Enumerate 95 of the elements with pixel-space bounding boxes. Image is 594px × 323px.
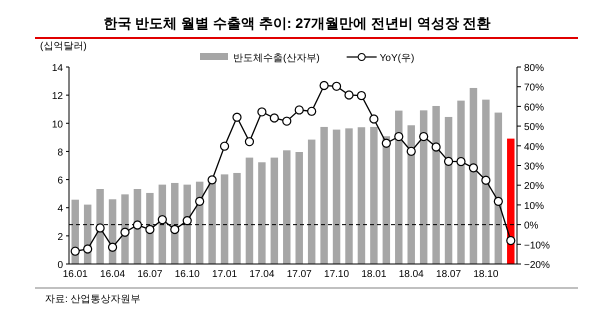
x-tick-label: 17.01: [212, 269, 238, 280]
point: [145, 224, 154, 234]
bar: [507, 138, 515, 264]
y-tick-label: 6: [57, 176, 64, 187]
point: [419, 132, 428, 142]
y-tick-label: 12: [52, 91, 64, 102]
y2-tick-label: 20%: [524, 181, 544, 192]
x-tick-label: 17.07: [286, 269, 312, 280]
point: [332, 82, 342, 91]
point: [270, 113, 279, 123]
y-tick-label: 4: [57, 204, 64, 215]
y2-tick-label: 30%: [524, 162, 544, 172]
bar: [407, 125, 415, 264]
point: [356, 90, 366, 100]
y2-tick-label: −20%: [524, 260, 550, 271]
point: [432, 142, 441, 152]
y-axis-title: (십억달러): [40, 41, 87, 52]
point: [394, 132, 404, 142]
bar: [233, 172, 241, 264]
y-tick-label: 2: [57, 232, 64, 243]
x-tick-label: 18.04: [398, 269, 424, 280]
point: [468, 163, 478, 172]
bar: [345, 128, 353, 264]
point: [320, 80, 329, 90]
x-tick-label: 17.04: [249, 269, 275, 280]
y2-tick-label: −10%: [524, 240, 550, 252]
point: [369, 114, 378, 124]
bar: [370, 126, 378, 264]
y-tick-label: 0: [57, 260, 64, 271]
bar: [308, 140, 316, 264]
point: [244, 137, 254, 146]
point: [195, 196, 204, 206]
point: [257, 107, 266, 117]
y-tick-label: 8: [57, 147, 64, 158]
y2-tick-label: 80%: [524, 63, 544, 74]
x-tick-label: 17.10: [324, 269, 350, 280]
bar: [358, 127, 366, 264]
bar: [246, 158, 254, 264]
point: [108, 242, 118, 252]
point: [282, 116, 292, 126]
bar: [295, 152, 303, 264]
x-tick-label: 18.01: [361, 269, 387, 280]
y2-tick-label: 40%: [524, 142, 544, 153]
bar: [432, 106, 440, 264]
x-tick-label: 16.07: [137, 269, 163, 280]
x-tick-label: 18.07: [436, 269, 462, 280]
point: [232, 112, 242, 122]
y-tick-label: 10: [52, 119, 64, 130]
bar: [320, 126, 328, 264]
x-tick-label: 16.04: [100, 269, 126, 280]
point: [382, 138, 391, 148]
point: [83, 244, 92, 254]
point: [406, 146, 416, 156]
bar: [482, 100, 490, 264]
point: [182, 216, 192, 226]
x-tick-label: 16.10: [174, 269, 200, 280]
x-tick-label: 16.01: [62, 269, 88, 280]
point: [506, 236, 516, 246]
bar: [444, 116, 452, 264]
point: [170, 224, 180, 234]
point: [132, 220, 142, 230]
bar: [283, 150, 291, 264]
y2-tick-label: 70%: [524, 82, 544, 94]
y2-tick-label: 50%: [524, 122, 544, 134]
y-tick-label: 14: [52, 63, 64, 74]
point: [307, 106, 316, 116]
point: [158, 215, 167, 224]
point: [444, 156, 454, 166]
bar: [382, 136, 390, 264]
point: [120, 228, 130, 237]
bar: [332, 130, 340, 264]
legend-label: YoY(우): [380, 53, 414, 64]
bar: [258, 162, 266, 264]
bar: [220, 174, 228, 264]
point: [70, 246, 80, 256]
bar: [420, 110, 428, 264]
y2-tick-label: 0%: [524, 220, 539, 232]
y2-tick-label: 60%: [524, 102, 544, 114]
point: [456, 156, 466, 166]
point: [494, 196, 503, 206]
x-tick-label: 18.10: [473, 269, 499, 280]
bar: [470, 88, 478, 264]
point: [344, 90, 354, 100]
y2-tick-label: 10%: [524, 200, 544, 212]
bar: [270, 158, 278, 264]
bar: [395, 110, 403, 264]
point: [294, 105, 304, 115]
point: [481, 176, 490, 185]
legend-label: 반도체수출(산자부): [233, 53, 320, 64]
point: [220, 142, 230, 151]
chart-title: 한국 반도체 월별 수출액 추이: 27개월만에 전년비 역성장 전환: [103, 15, 491, 31]
point: [96, 223, 105, 233]
text: 자료: 산업통상자원부: [45, 294, 141, 305]
bar: [494, 112, 502, 264]
point: [208, 175, 217, 184]
